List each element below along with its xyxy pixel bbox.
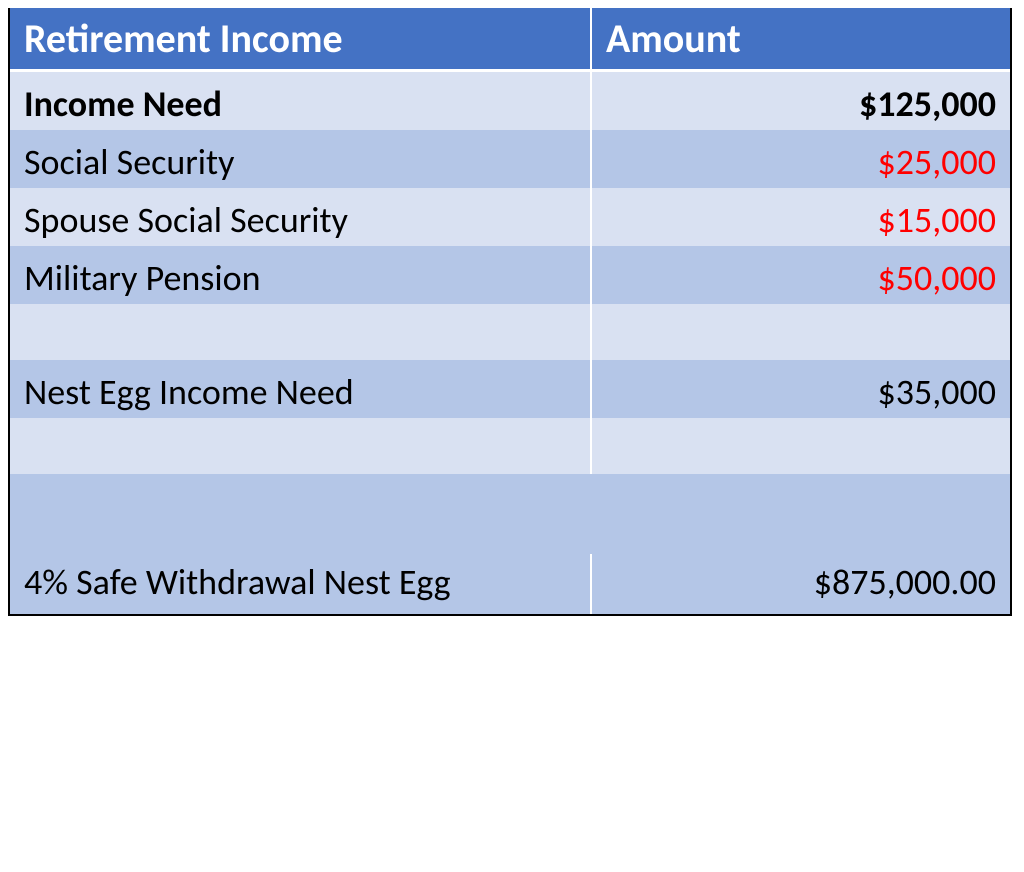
col-header-retirement-income: Retirement Income xyxy=(10,8,592,69)
row-amount xyxy=(592,418,1010,474)
row-amount: $125,000 xyxy=(592,72,1010,130)
table-row: Spouse Social Security $15,000 xyxy=(10,188,1010,246)
row-label xyxy=(10,418,592,474)
row-label: Income Need xyxy=(10,72,592,130)
row-amount: $35,000 xyxy=(592,360,1010,418)
table-row: 4% Safe Withdrawal Nest Egg $875,000.00 xyxy=(10,474,1010,614)
row-label: Social Security xyxy=(10,130,592,188)
table-row: Income Need $125,000 xyxy=(10,72,1010,130)
row-label: Spouse Social Security xyxy=(10,188,592,246)
table-row: Military Pension $50,000 xyxy=(10,246,1010,304)
col-header-amount: Amount xyxy=(592,8,1010,69)
row-amount xyxy=(592,304,1010,360)
row-amount: $15,000 xyxy=(592,188,1010,246)
row-label: 4% Safe Withdrawal Nest Egg xyxy=(10,554,592,614)
table-row-empty xyxy=(10,304,1010,360)
row-label: Military Pension xyxy=(10,246,592,304)
table-row-empty xyxy=(10,418,1010,474)
table-header-row: Retirement Income Amount xyxy=(10,8,1010,72)
row-amount: $875,000.00 xyxy=(592,554,1010,614)
row-amount: $25,000 xyxy=(592,130,1010,188)
retirement-income-table: Retirement Income Amount Income Need $12… xyxy=(8,8,1012,616)
row-amount: $50,000 xyxy=(592,246,1010,304)
table-row: Nest Egg Income Need $35,000 xyxy=(10,360,1010,418)
table-row: Social Security $25,000 xyxy=(10,130,1010,188)
row-label: Nest Egg Income Need xyxy=(10,360,592,418)
row-label xyxy=(10,304,592,360)
